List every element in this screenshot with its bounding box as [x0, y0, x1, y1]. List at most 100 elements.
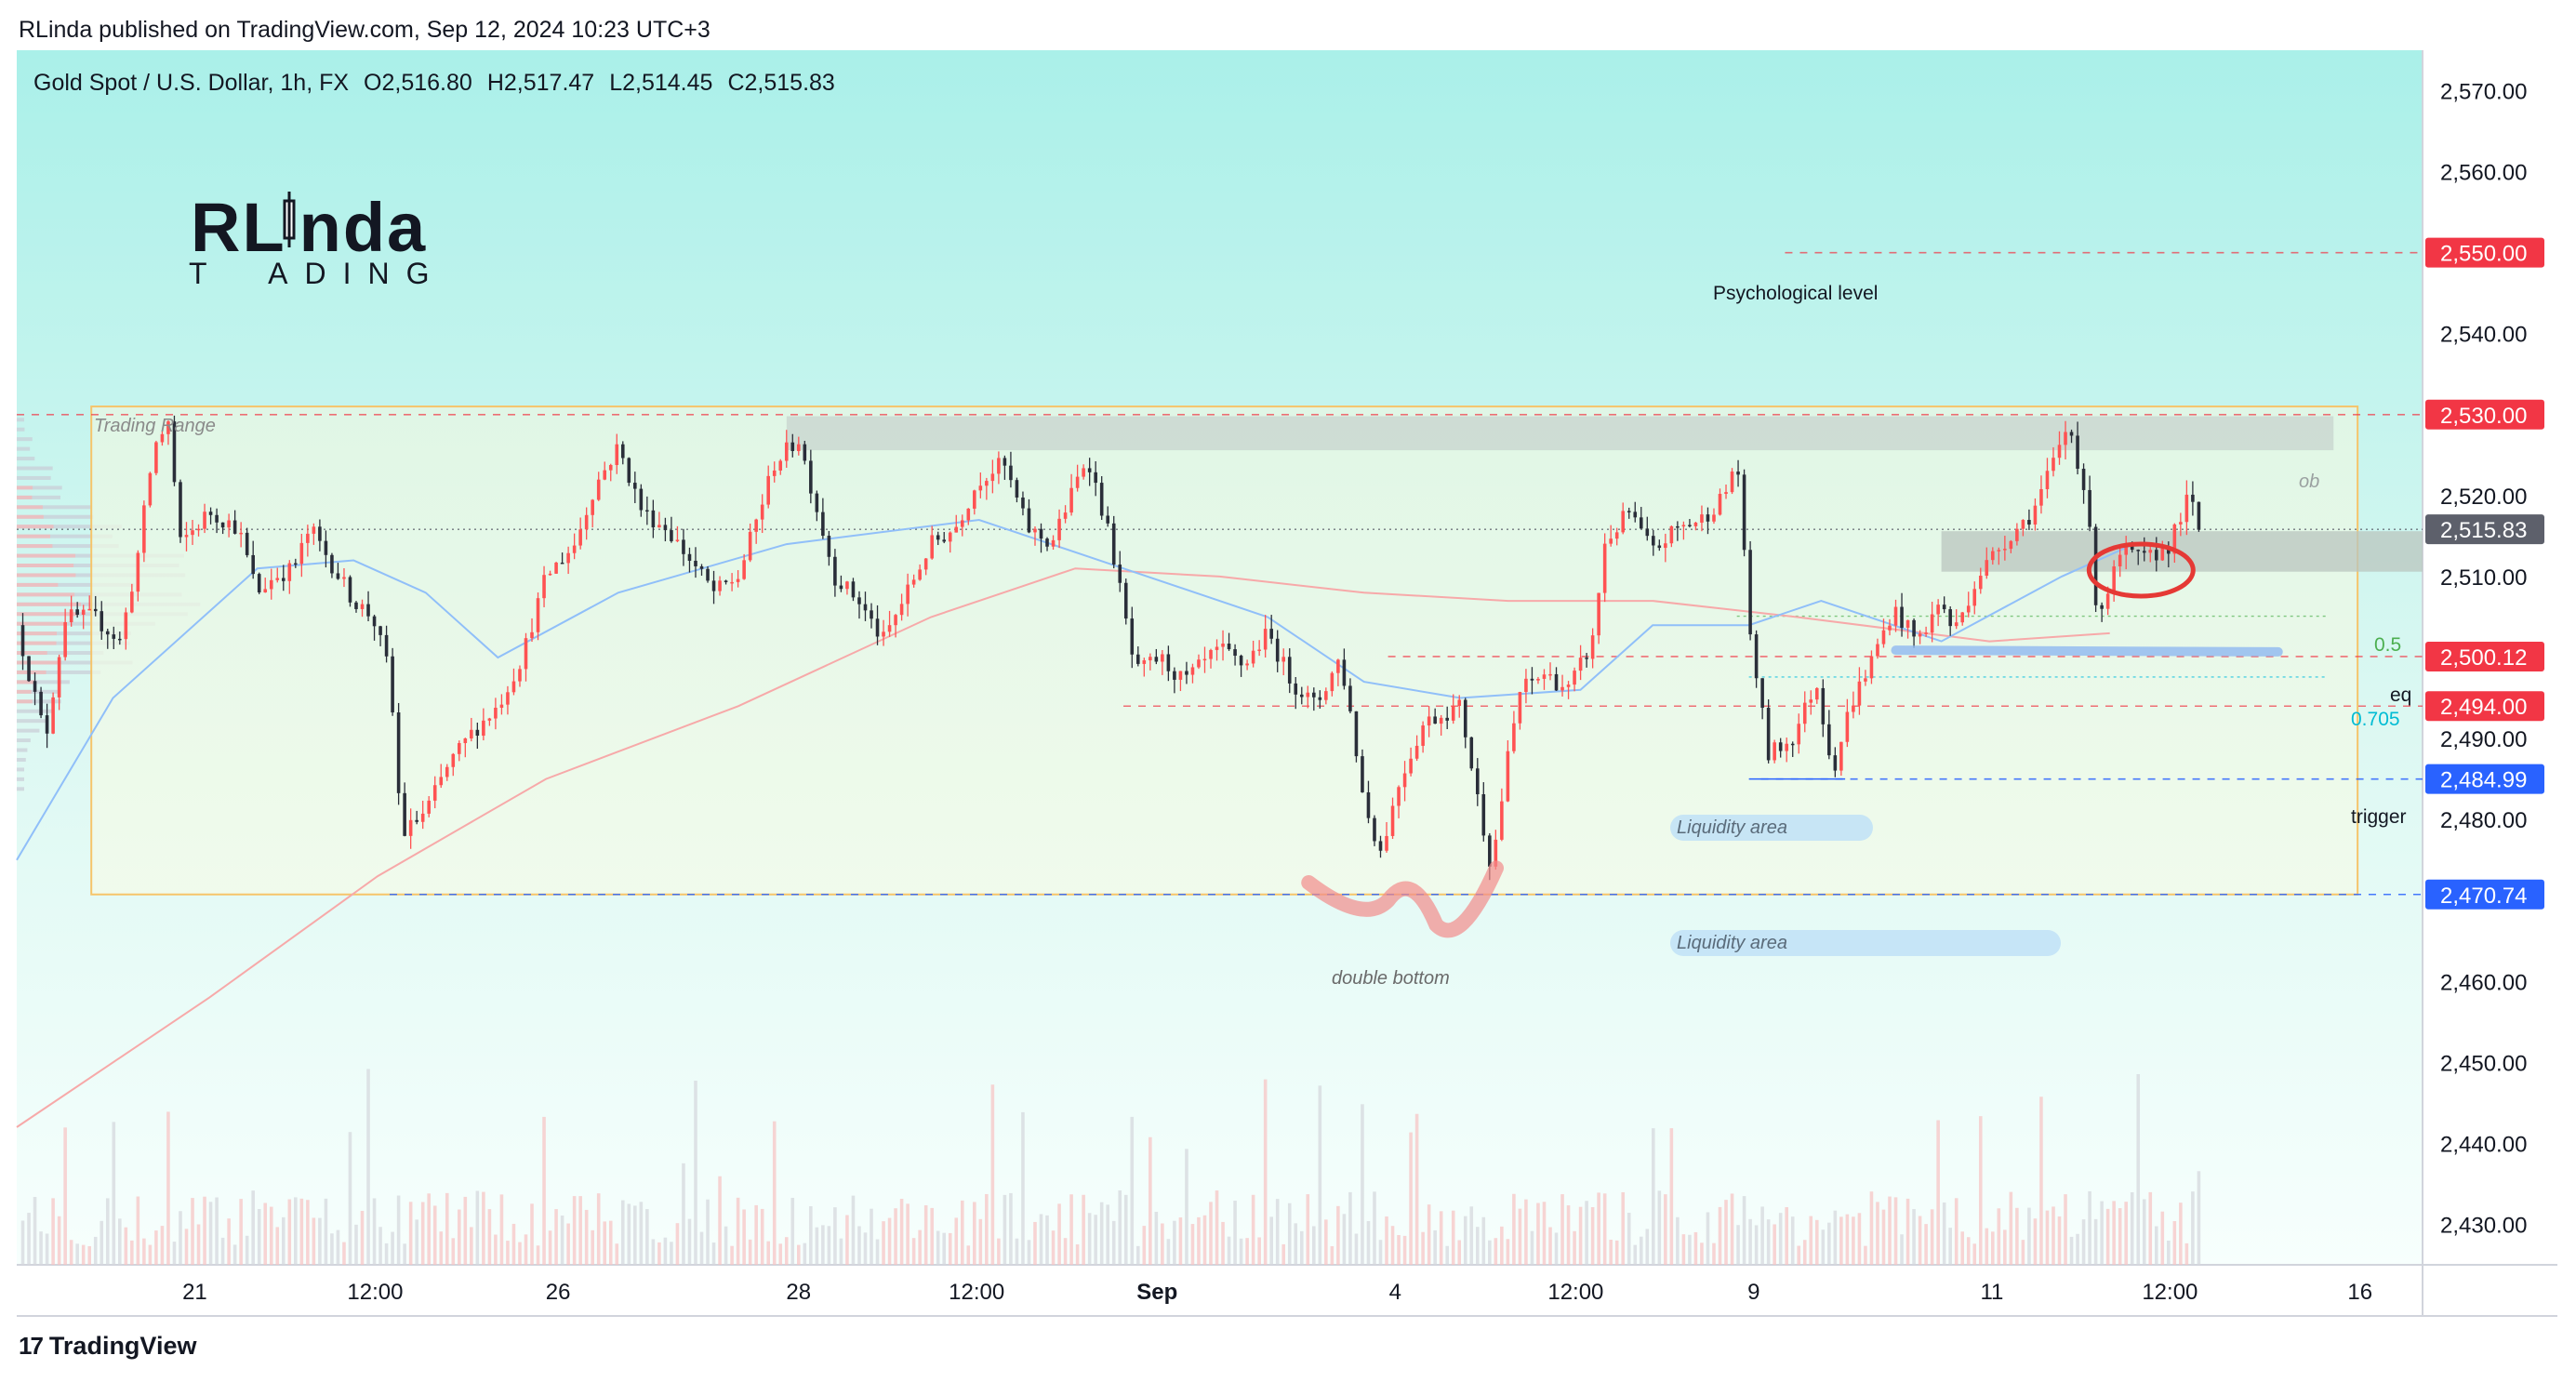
candle-body — [1930, 614, 1934, 633]
volume-bar — [1960, 1231, 1965, 1265]
volume-bar — [1045, 1215, 1049, 1265]
volume-bar — [1736, 1225, 1740, 1265]
profile-bar — [17, 709, 52, 713]
volume-bar — [142, 1238, 146, 1265]
volume-bar — [1530, 1230, 1534, 1265]
candle-body — [378, 626, 382, 635]
candle-body — [57, 657, 61, 698]
volume-bar — [482, 1191, 485, 1265]
volume-bar — [1173, 1220, 1176, 1265]
profile-bar — [17, 466, 53, 471]
candle-body — [754, 519, 758, 532]
volume-bar — [1585, 1201, 1588, 1265]
volume-bar — [1742, 1196, 1746, 1265]
candle-body — [2105, 593, 2110, 609]
y-tick-label: 2,460.00 — [2440, 970, 2527, 995]
candle-body — [894, 615, 897, 626]
volume-bar — [633, 1205, 637, 1265]
profile-bar-up — [17, 573, 76, 578]
ob-zone — [786, 416, 2334, 451]
volume-bar — [1948, 1228, 1952, 1265]
profile-bar — [17, 495, 60, 499]
price-label-bg — [2425, 879, 2544, 910]
volume-bar — [511, 1223, 516, 1265]
profile-bar — [17, 427, 25, 432]
candle-body — [2015, 528, 2019, 541]
volume-bar — [1833, 1210, 1838, 1265]
volume-bar — [1893, 1197, 1898, 1265]
candle-body — [2052, 458, 2055, 472]
volume-bar — [1918, 1216, 1922, 1265]
candle-body — [1645, 528, 1650, 537]
tradingview-footer-logo[interactable]: 17 TradingView — [19, 1332, 196, 1361]
candle-body — [1657, 545, 1662, 549]
tradingview-logo-text: TradingView — [48, 1332, 197, 1360]
volume-bar — [232, 1244, 237, 1265]
price-label-text: 2,494.00 — [2440, 695, 2527, 720]
candle-body — [166, 421, 170, 434]
volume-bar — [2148, 1191, 2153, 1265]
profile-bar-up — [17, 612, 77, 617]
profile-bar — [17, 514, 94, 519]
volume-bar — [342, 1242, 346, 1265]
candle-body — [1197, 659, 1201, 668]
volume-bar — [754, 1204, 758, 1265]
candle-body — [1178, 671, 1183, 680]
volume-bar — [827, 1226, 831, 1265]
volume-bar — [2136, 1073, 2141, 1265]
annotation-marks — [1301, 541, 2283, 938]
volume-bar — [1221, 1221, 1225, 1265]
volume-bar — [1082, 1194, 1085, 1265]
chart-title: Gold Spot / U.S. Dollar, 1h, FX — [33, 70, 349, 96]
volume-bar — [973, 1202, 976, 1265]
candle-body — [1918, 633, 1922, 637]
eq-liquidity-mark — [1891, 645, 2283, 657]
candle-body — [985, 481, 989, 486]
volume-bar — [1693, 1231, 1698, 1265]
brand-r: R — [191, 189, 242, 266]
volume-bar — [2112, 1201, 2116, 1265]
candle-body — [2081, 469, 2086, 490]
volume-bar — [1227, 1236, 1231, 1265]
volume-bar — [1706, 1212, 1710, 1265]
volume-bar — [1190, 1224, 1195, 1265]
candle-body — [1003, 458, 1007, 466]
candle-body — [2057, 445, 2062, 458]
volume-bar — [1099, 1202, 1104, 1265]
volume-bar — [1039, 1214, 1043, 1265]
fib-0705-label: 0.705 — [2351, 709, 2400, 730]
volume-bar — [778, 1243, 783, 1265]
volume-bar — [1299, 1230, 1304, 1265]
candle-body — [1827, 724, 1831, 756]
candle-body — [1524, 678, 1528, 693]
candle-body — [1997, 550, 2001, 551]
liquidity-area-2-bg — [1670, 930, 2061, 956]
candle-body — [736, 578, 740, 582]
candle-body — [1299, 694, 1304, 698]
volume-bar — [427, 1193, 432, 1265]
candle-body — [518, 669, 522, 682]
volume-bar — [1845, 1214, 1850, 1265]
candle-body — [1639, 517, 1643, 529]
volume-bar — [1178, 1217, 1183, 1265]
price-label-text: 2,515.83 — [2440, 518, 2527, 543]
candle-body — [1136, 654, 1140, 664]
candle-body — [930, 535, 934, 559]
volume-bar — [172, 1242, 177, 1265]
liquidity-area-1-bg — [1670, 815, 1873, 841]
candle-body — [699, 565, 704, 569]
profile-bar-up — [17, 680, 35, 684]
y-tick-label: 2,570.00 — [2440, 80, 2527, 105]
volume-bar — [366, 1069, 370, 1265]
candle-body — [118, 638, 122, 641]
candle-body — [1948, 609, 1952, 627]
volume-bar — [2130, 1192, 2134, 1265]
volume-bar — [1876, 1202, 1879, 1265]
volume-bar — [494, 1234, 498, 1265]
price-label-bg — [2425, 237, 2544, 268]
candle-body — [294, 563, 298, 565]
volume-bar — [287, 1199, 292, 1265]
volume-bar — [1602, 1193, 1607, 1265]
volume-bar — [899, 1199, 904, 1265]
